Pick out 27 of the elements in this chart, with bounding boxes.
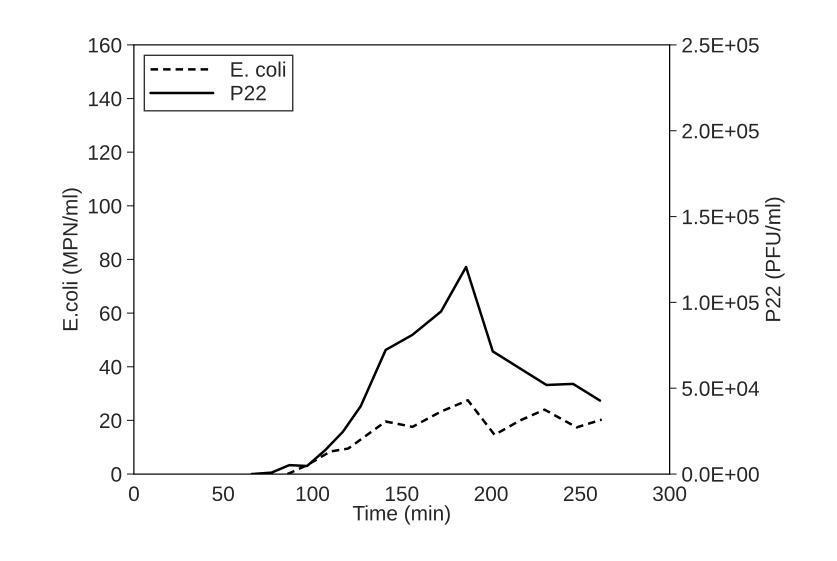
- x-tick-label: 150: [386, 486, 418, 502]
- y2-tick-label: 2.5E+05: [682, 38, 759, 53]
- y-tick-label: 0: [111, 467, 122, 482]
- y-tick-label: 60: [100, 306, 122, 321]
- x-tick-label: 50: [212, 486, 234, 502]
- y2-tick-label: 1.5E+05: [682, 210, 759, 224]
- legend-label: E. coli: [231, 62, 286, 77]
- y2-tick-label: 0.0E+00: [682, 467, 759, 482]
- y-tick-label: 100: [88, 198, 122, 214]
- y-tick-label: 20: [100, 413, 122, 428]
- y-tick-label: 140: [88, 92, 122, 106]
- y-tick-label: 160: [88, 38, 122, 53]
- x-tick-label: 100: [296, 486, 330, 502]
- y-axis-title: E.coli (MPN/ml): [62, 188, 82, 330]
- y2-tick-label: 1.0E+05: [682, 295, 759, 310]
- legend-label: P22: [231, 86, 266, 100]
- y2-tick-label: 5.0E+04: [682, 381, 759, 396]
- x-axis-title: Time (min): [352, 505, 450, 525]
- y-tick-label: 40: [99, 360, 122, 375]
- x-tick-label: 250: [564, 486, 597, 502]
- y2-tick-label: 2.0E+05: [682, 124, 759, 138]
- y-tick-label: 80: [100, 252, 122, 268]
- x-tick-label: 200: [474, 486, 508, 502]
- x-tick-label: 300: [653, 486, 686, 502]
- y-tick-label: 120: [88, 145, 122, 160]
- y2-axis-title: P22 (PFU/ml): [765, 198, 785, 321]
- x-tick-label: 0: [128, 486, 139, 502]
